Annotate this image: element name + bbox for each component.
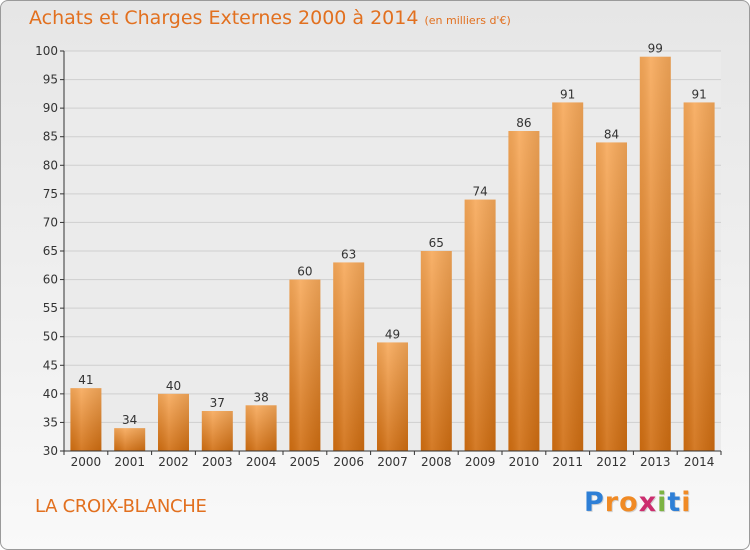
logo-letter: i: [681, 487, 692, 518]
data-label: 91: [691, 87, 706, 101]
x-tick-label: 2001: [114, 455, 145, 469]
y-tick-label: 60: [43, 273, 58, 287]
y-tick-label: 75: [43, 187, 58, 201]
x-tick-label: 2004: [246, 455, 277, 469]
y-tick-label: 80: [43, 158, 58, 172]
data-label: 74: [472, 185, 487, 199]
x-tick-label: 2014: [684, 455, 715, 469]
x-tick-label: 2003: [202, 455, 233, 469]
y-tick-label: 65: [43, 244, 58, 258]
y-axis-ticks: 30 35 40 45 50 55 60 65 70 75 80 85 90 95 100: [35, 44, 64, 458]
bar-shade: [289, 279, 321, 451]
y-tick-label: 95: [43, 73, 58, 87]
bar-shade: [596, 142, 627, 451]
chart-subtitle: (en milliers d'€): [424, 14, 511, 27]
y-tick-label: 30: [43, 444, 58, 458]
x-tick-label: 2006: [333, 455, 364, 469]
data-label: 63: [341, 247, 356, 261]
y-tick-label: 35: [43, 415, 58, 429]
bar-shade: [201, 411, 233, 451]
logo-letter: i: [657, 487, 668, 518]
bar-shade: [508, 131, 540, 451]
x-tick-label: 2002: [158, 455, 189, 469]
bar-shade: [333, 262, 365, 451]
y-tick-label: 55: [43, 301, 58, 315]
bar-shade: [245, 405, 277, 451]
data-label: 49: [385, 327, 400, 341]
x-tick-label: 2007: [377, 455, 408, 469]
bar-shade: [552, 102, 584, 451]
bar-shade: [158, 393, 189, 451]
y-tick-label: 85: [43, 130, 58, 144]
y-tick-label: 50: [43, 330, 58, 344]
x-axis-ticks: 2000 2001 2002 2003 2004 2005 2006 2007 2008 2009…: [63, 451, 722, 469]
data-label: 41: [78, 373, 93, 387]
data-label: 84: [604, 127, 619, 141]
logo-letter: o: [619, 487, 639, 518]
data-labels: 41 34 40 37 38 60 63 49 65 74 86 91 84 99 91: [78, 42, 706, 427]
x-tick-label: 2008: [421, 455, 452, 469]
data-label: 38: [253, 390, 268, 404]
x-tick-label: 2012: [596, 455, 627, 469]
y-tick-label: 90: [43, 101, 58, 115]
x-tick-label: 2010: [509, 455, 540, 469]
logo-letter: t: [667, 487, 682, 518]
chart-title: Achats et Charges Externes 2000 à 2014 (e…: [29, 7, 511, 29]
x-tick-label: 2005: [290, 455, 321, 469]
bar-shade: [377, 342, 408, 451]
x-tick-label: 2009: [465, 455, 496, 469]
bar-shade: [420, 251, 452, 451]
y-tick-label: 100: [35, 44, 58, 58]
data-label: 60: [297, 265, 312, 279]
y-tick-label: 70: [43, 215, 58, 229]
y-tick-label: 40: [43, 387, 58, 401]
bar-shade: [114, 428, 146, 451]
logo-letter: x: [638, 487, 658, 518]
bar-shade: [70, 388, 102, 451]
bar-shade: [683, 102, 715, 451]
bar-shade: [464, 199, 496, 451]
x-tick-label: 2011: [552, 455, 583, 469]
data-label: 37: [210, 396, 225, 410]
commune-name: LA CROIX-BLANCHE: [35, 496, 207, 517]
x-tick-label: 2013: [640, 455, 671, 469]
data-label: 99: [648, 42, 663, 56]
bar-shade: [639, 56, 671, 451]
x-tick-label: 2000: [71, 455, 102, 469]
chart-title-text: Achats et Charges Externes 2000 à 2014: [29, 7, 419, 29]
data-label: 40: [166, 379, 181, 393]
logo-letter: P: [584, 487, 605, 518]
data-label: 34: [122, 413, 137, 427]
data-label: 91: [560, 87, 575, 101]
data-label: 65: [429, 236, 444, 250]
data-label: 86: [516, 116, 531, 130]
proxiti-logo[interactable]: Proxiti: [584, 487, 692, 518]
y-tick-label: 45: [43, 358, 58, 372]
logo-letter: r: [604, 487, 620, 518]
bar-series: [70, 56, 715, 451]
